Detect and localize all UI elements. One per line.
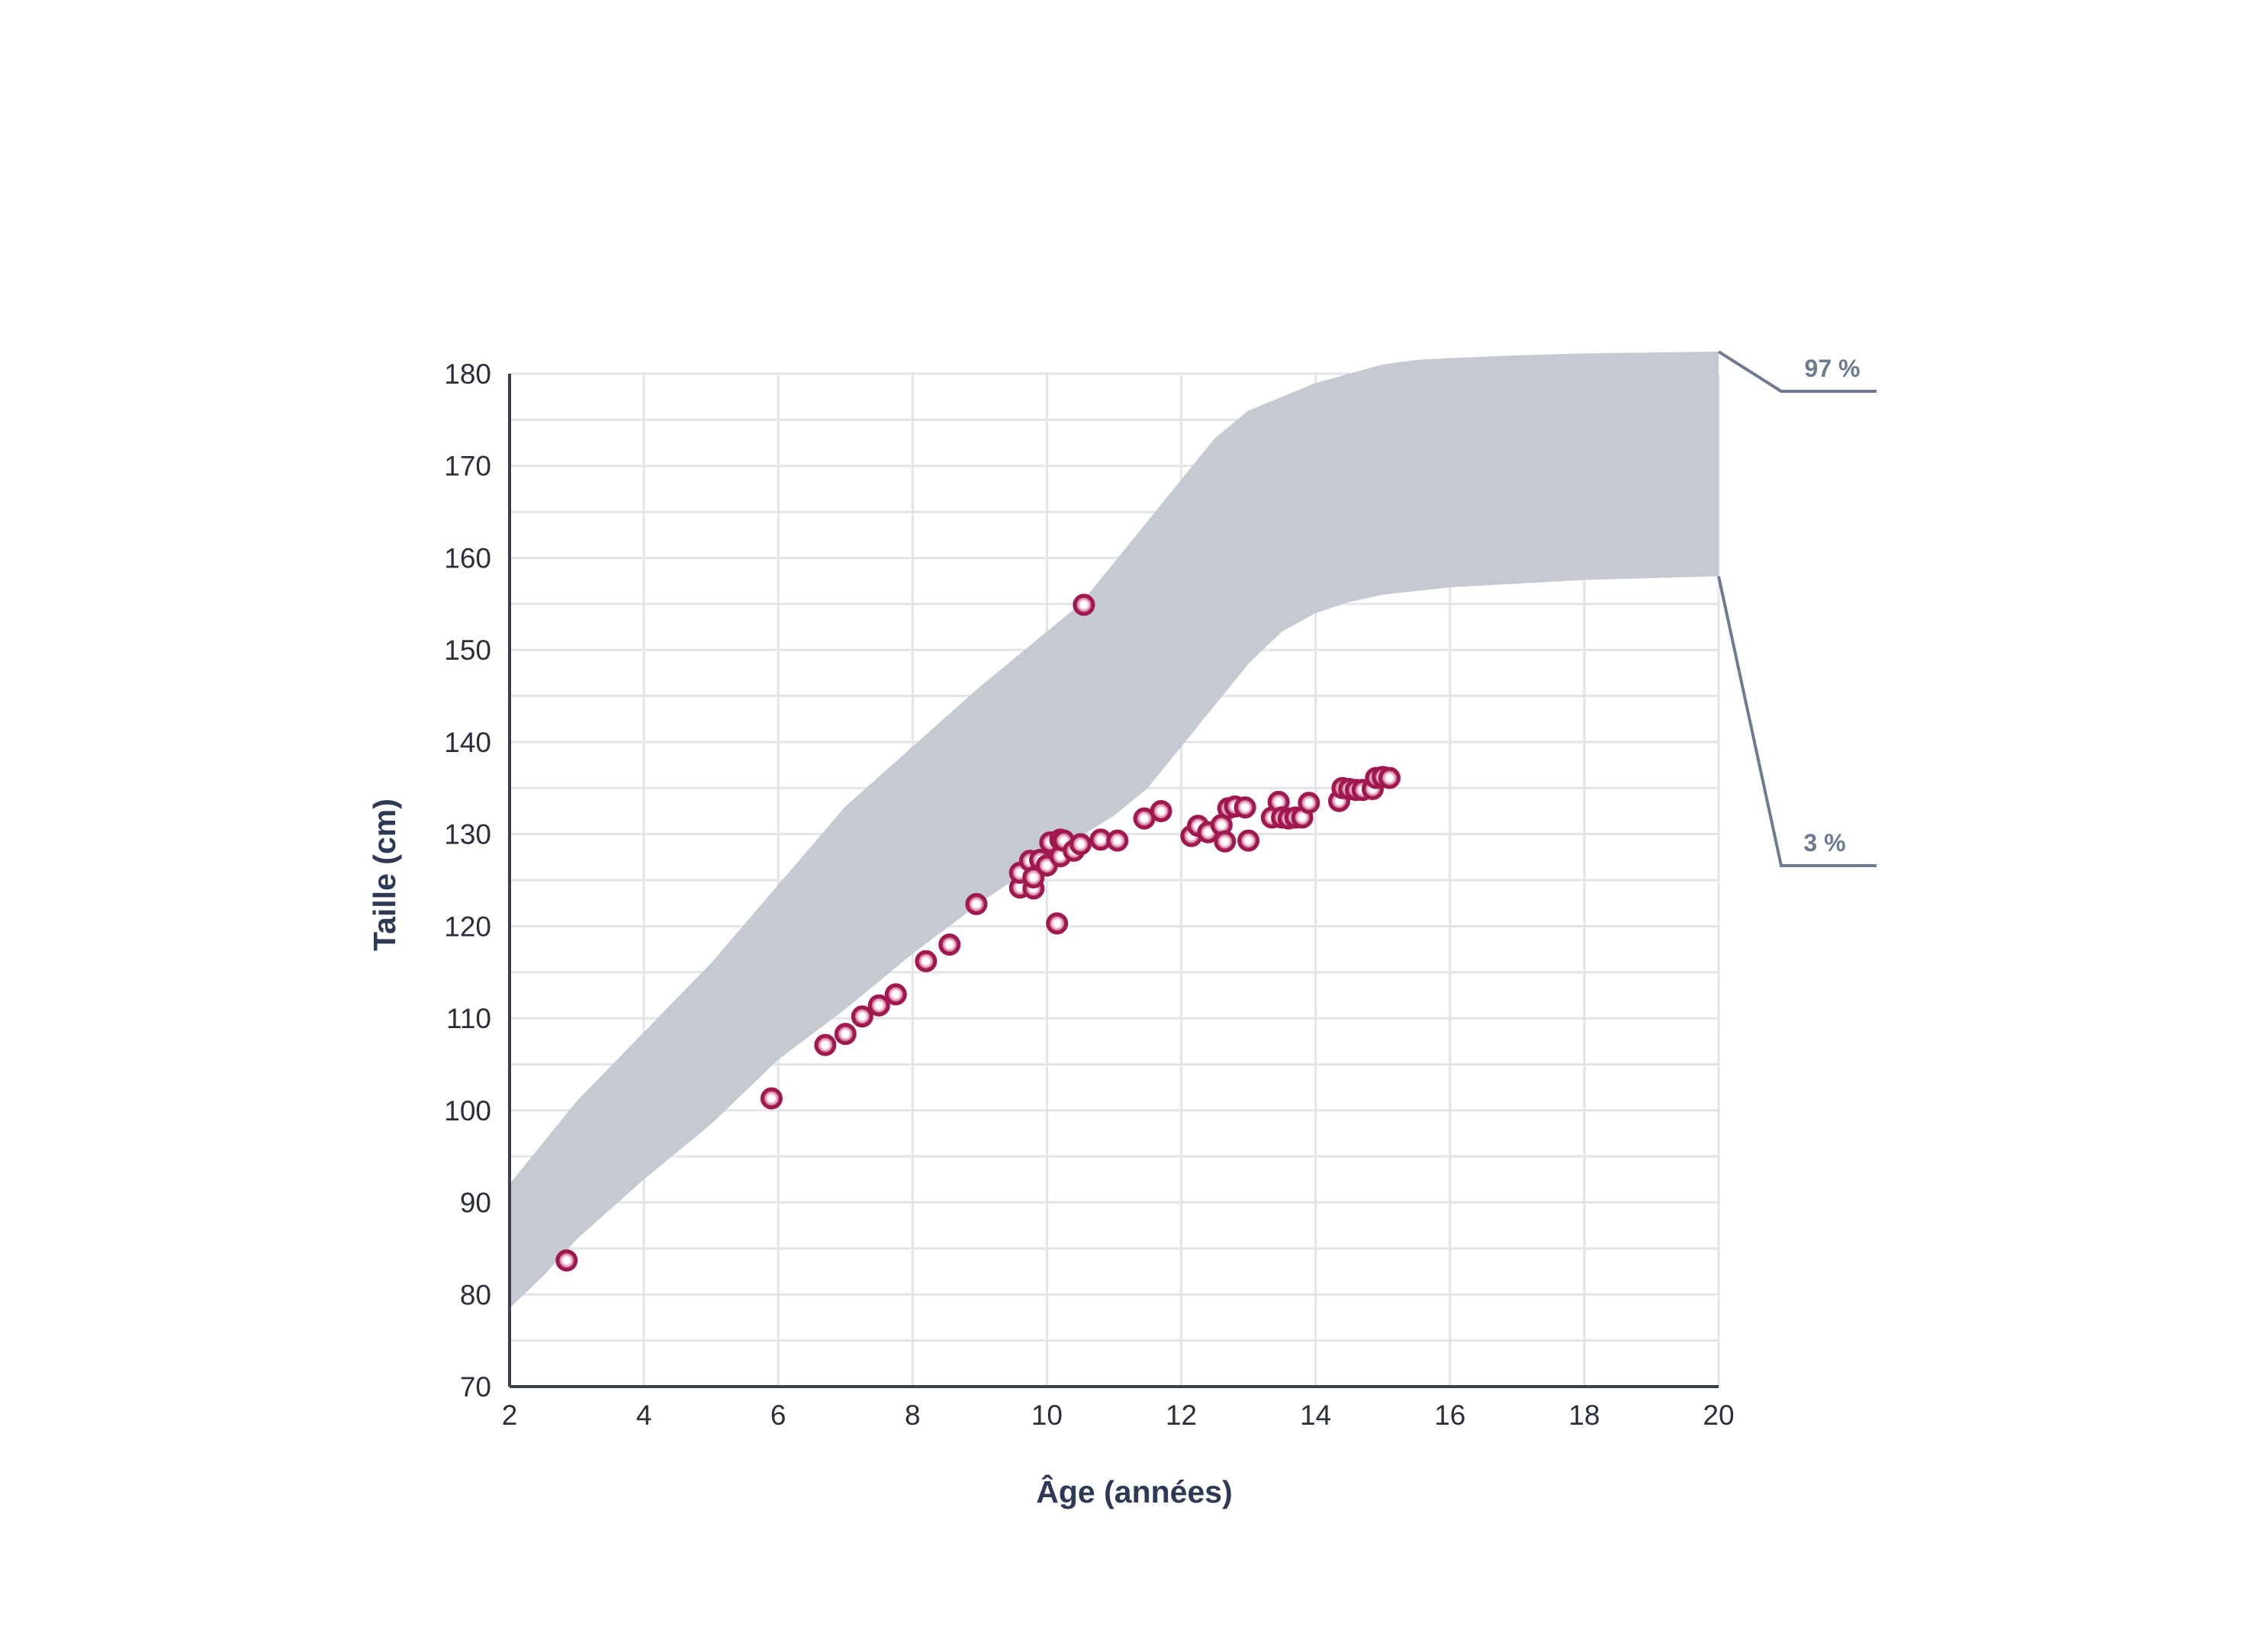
band-labels: 97 % 3 % <box>1717 350 1877 867</box>
y-tick-label: 130 <box>444 819 491 850</box>
data-point <box>814 1033 837 1056</box>
x-tick-label: 2 <box>502 1400 518 1431</box>
data-point <box>1069 833 1092 856</box>
data-point <box>1073 593 1095 616</box>
reference-band <box>510 352 1719 1309</box>
data-point <box>938 934 961 956</box>
data-point <box>1298 792 1320 815</box>
y-tick-label: 170 <box>444 451 491 482</box>
x-tick-label: 20 <box>1703 1400 1734 1431</box>
data-points <box>555 593 1401 1272</box>
y-tick-label: 150 <box>444 635 491 666</box>
data-point <box>915 950 938 972</box>
y-tick-label: 70 <box>460 1371 491 1403</box>
x-tick-label: 10 <box>1031 1400 1063 1431</box>
upper-band-leader-line <box>1717 350 1877 393</box>
data-point <box>1106 829 1129 852</box>
y-tick-label: 120 <box>444 911 491 942</box>
data-point <box>851 1005 873 1028</box>
x-tick-labels: 2 4 6 8 10 12 14 16 18 20 <box>502 1400 1735 1431</box>
data-point <box>555 1249 578 1272</box>
y-tick-label: 180 <box>444 358 491 390</box>
y-tick-label: 110 <box>446 1003 491 1034</box>
data-point <box>760 1087 783 1110</box>
x-tick-label: 8 <box>905 1400 921 1431</box>
data-point <box>884 983 907 1006</box>
x-axis-title: Âge (années) <box>1036 1474 1232 1509</box>
data-point <box>1237 829 1260 852</box>
data-point <box>834 1023 857 1046</box>
x-tick-label: 18 <box>1568 1400 1600 1431</box>
y-axis-title: Taille (cm) <box>367 799 402 951</box>
y-tick-label: 90 <box>460 1188 491 1219</box>
lower-band-leader-line <box>1717 576 1877 867</box>
y-tick-labels: 70 80 90 100 110 120 130 140 150 160 170 180 <box>444 358 491 1403</box>
data-point <box>1378 767 1401 789</box>
data-point <box>1046 912 1069 935</box>
axes <box>508 374 1719 1388</box>
lower-band-label: 3 % <box>1803 829 1845 857</box>
y-tick-label: 100 <box>444 1095 491 1127</box>
x-tick-label: 14 <box>1300 1400 1331 1431</box>
x-tick-label: 12 <box>1166 1400 1197 1431</box>
x-tick-label: 6 <box>770 1400 786 1431</box>
x-tick-label: 4 <box>636 1400 652 1431</box>
y-tick-label: 80 <box>460 1279 491 1310</box>
y-tick-label: 140 <box>444 727 491 758</box>
data-point <box>1214 830 1237 853</box>
y-tick-label: 160 <box>444 542 491 574</box>
x-tick-label: 16 <box>1434 1400 1465 1431</box>
data-point <box>1150 800 1172 822</box>
data-point <box>1233 796 1256 819</box>
data-point <box>965 892 988 915</box>
data-point <box>867 994 890 1017</box>
upper-band-label: 97 % <box>1805 355 1861 382</box>
